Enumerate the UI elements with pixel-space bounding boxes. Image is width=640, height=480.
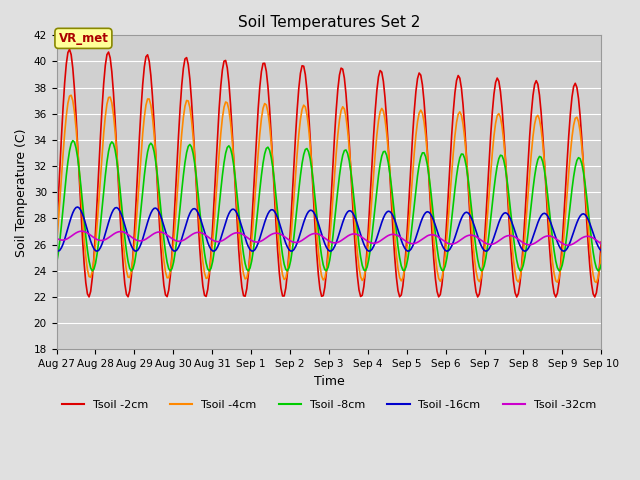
Tsoil -16cm: [506, 216, 514, 221]
Tsoil -4cm: [360, 275, 368, 281]
Tsoil -8cm: [52, 261, 60, 266]
Tsoil -8cm: [508, 220, 516, 226]
Tsoil -8cm: [597, 262, 605, 267]
Tsoil -32cm: [77, 228, 84, 234]
Tsoil -32cm: [360, 236, 368, 241]
Tsoil -2cm: [59, 105, 67, 111]
Title: Soil Temperatures Set 2: Soil Temperatures Set 2: [237, 15, 420, 30]
Tsoil -16cm: [500, 211, 508, 216]
Tsoil -16cm: [175, 244, 182, 250]
Tsoil -4cm: [67, 92, 75, 98]
Tsoil -8cm: [69, 138, 77, 144]
Tsoil -4cm: [52, 242, 60, 248]
Tsoil -4cm: [597, 251, 605, 256]
Tsoil -2cm: [52, 229, 60, 235]
Tsoil -32cm: [59, 237, 67, 243]
Tsoil -16cm: [521, 248, 529, 254]
Tsoil -8cm: [218, 172, 226, 178]
Tsoil -16cm: [74, 204, 81, 210]
Tsoil -16cm: [59, 241, 67, 247]
Legend: Tsoil -2cm, Tsoil -4cm, Tsoil -8cm, Tsoil -16cm, Tsoil -32cm: Tsoil -2cm, Tsoil -4cm, Tsoil -8cm, Tsoi…: [57, 396, 600, 415]
Tsoil -2cm: [506, 238, 514, 243]
Tsoil -4cm: [217, 131, 225, 137]
Tsoil -32cm: [500, 235, 508, 240]
Tsoil -8cm: [362, 268, 369, 274]
Tsoil -16cm: [360, 241, 368, 247]
Tsoil -2cm: [66, 47, 74, 52]
Tsoil -32cm: [175, 239, 182, 244]
Tsoil -2cm: [175, 133, 182, 139]
Tsoil -32cm: [565, 242, 573, 248]
Tsoil -32cm: [597, 241, 605, 247]
Text: VR_met: VR_met: [58, 32, 108, 45]
Tsoil -32cm: [217, 239, 225, 244]
Line: Tsoil -16cm: Tsoil -16cm: [56, 207, 601, 251]
Tsoil -4cm: [59, 152, 67, 157]
Y-axis label: Soil Temperature (C): Soil Temperature (C): [15, 128, 28, 257]
Line: Tsoil -2cm: Tsoil -2cm: [56, 49, 601, 297]
Tsoil -32cm: [52, 235, 60, 241]
Tsoil -8cm: [166, 268, 174, 274]
Line: Tsoil -8cm: Tsoil -8cm: [56, 141, 601, 271]
Tsoil -16cm: [597, 248, 605, 253]
Tsoil -4cm: [506, 220, 514, 226]
Tsoil -2cm: [552, 294, 559, 300]
Tsoil -2cm: [217, 83, 225, 89]
Tsoil -8cm: [502, 165, 509, 171]
Tsoil -8cm: [59, 206, 67, 212]
Tsoil -4cm: [500, 138, 508, 144]
Tsoil -2cm: [360, 284, 368, 289]
Tsoil -4cm: [593, 280, 600, 286]
Line: Tsoil -4cm: Tsoil -4cm: [56, 95, 601, 283]
Tsoil -16cm: [217, 236, 225, 241]
Tsoil -2cm: [597, 239, 605, 245]
Tsoil -2cm: [500, 128, 508, 134]
Line: Tsoil -32cm: Tsoil -32cm: [56, 231, 601, 245]
Tsoil -8cm: [176, 204, 184, 210]
Tsoil -16cm: [52, 248, 60, 253]
Tsoil -32cm: [506, 233, 514, 239]
X-axis label: Time: Time: [314, 374, 344, 387]
Tsoil -4cm: [175, 173, 182, 179]
